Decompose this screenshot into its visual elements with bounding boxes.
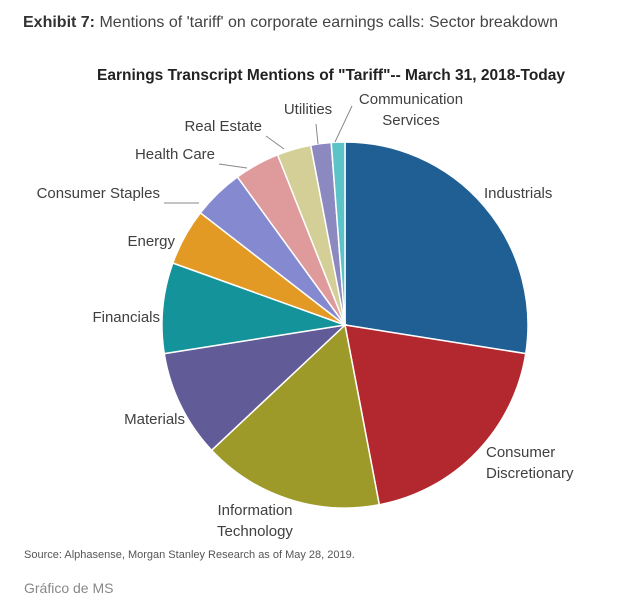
slice-label: Energy <box>127 233 175 250</box>
leader-line <box>265 135 285 150</box>
slice-label-line: Materials <box>124 411 185 428</box>
credit-text: Gráfico de MS <box>24 580 114 596</box>
exhibit-label: Exhibit 7: <box>23 14 96 31</box>
slice-label-line: Utilities <box>284 101 332 118</box>
source-note: Source: Alphasense, Morgan Stanley Resea… <box>24 549 355 561</box>
pie-slice-materials <box>163 323 348 452</box>
pie-slices <box>161 141 529 509</box>
pie-slice-industrials <box>344 141 529 355</box>
slice-label-line: Consumer Staples <box>37 185 160 202</box>
slice-label-line: Technology <box>217 523 293 540</box>
leader-line <box>315 123 319 145</box>
pie-slice-communication-services <box>330 141 346 326</box>
slice-label-line: Discretionary <box>486 465 574 482</box>
slice-label: Information Technology <box>217 502 293 540</box>
exhibit-heading: Exhibit 7: Mentions of 'tariff' on corpo… <box>23 12 603 33</box>
slice-label: Financials <box>92 309 160 326</box>
slice-label: Materials <box>124 411 185 428</box>
slice-label: Communication Services <box>359 91 463 129</box>
slice-label-line: Industrials <box>484 185 552 202</box>
leader-line <box>218 163 248 169</box>
pie-chart: Earnings Transcript Mentions of "Tariff"… <box>37 67 574 540</box>
slice-label-line: Financials <box>92 309 160 326</box>
slice-label: Industrials <box>484 185 552 202</box>
slice-label-line: Health Care <box>135 146 215 163</box>
slice-label: Health Care <box>135 146 215 163</box>
slice-label: Consumer Discretionary <box>486 444 574 482</box>
slice-label-line: Communication <box>359 91 463 108</box>
chart-title: Earnings Transcript Mentions of "Tariff"… <box>97 67 565 84</box>
exhibit-caption: Mentions of 'tariff' on corporate earnin… <box>99 14 558 31</box>
slice-label-line: Consumer <box>486 444 555 461</box>
slice-label: Real Estate <box>184 118 262 135</box>
slice-label: Utilities <box>284 101 332 118</box>
slice-label-line: Services <box>382 112 440 129</box>
slice-label-line: Information <box>217 502 292 519</box>
slice-label-line: Real Estate <box>184 118 262 135</box>
slice-labels: Industrials Consumer Discretionary Informat… <box>37 91 574 540</box>
slice-label: Consumer Staples <box>37 185 160 202</box>
pie-slice-information-technology <box>210 323 381 509</box>
pie-slice-financials <box>161 262 346 355</box>
leader-lines <box>164 105 353 204</box>
slice-label-line: Energy <box>127 233 175 250</box>
leader-line <box>334 105 353 143</box>
pie-slice-consumer-discretionary <box>344 324 527 506</box>
